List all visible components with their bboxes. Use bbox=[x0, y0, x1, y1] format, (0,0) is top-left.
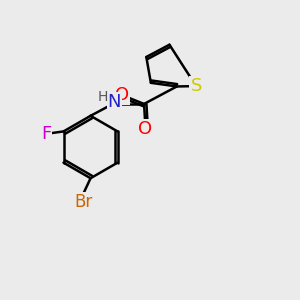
Text: H: H bbox=[97, 90, 108, 104]
Text: N: N bbox=[108, 93, 121, 111]
Text: O: O bbox=[115, 86, 129, 104]
Text: Br: Br bbox=[74, 193, 92, 211]
Text: F: F bbox=[41, 125, 51, 143]
Text: S: S bbox=[190, 77, 202, 95]
Text: O: O bbox=[139, 120, 153, 138]
